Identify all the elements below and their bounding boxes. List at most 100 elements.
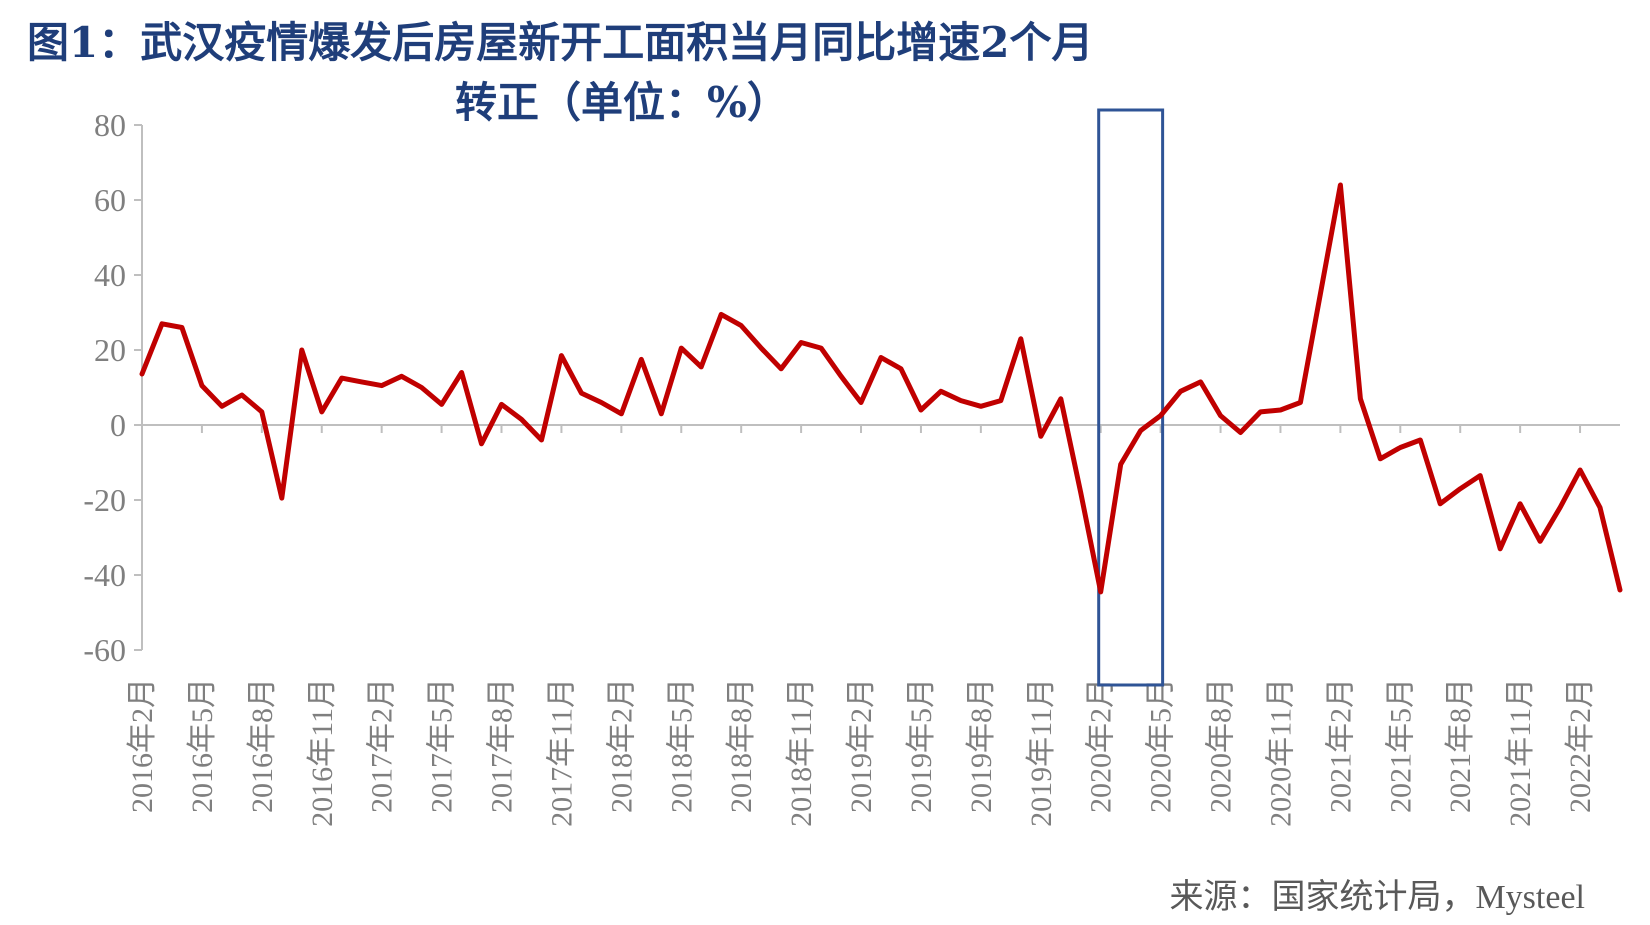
data-point (499, 402, 504, 407)
data-point (1578, 468, 1583, 472)
data-point (1458, 486, 1463, 491)
data-point (159, 321, 164, 326)
x-tick-label: 2018年2月 (605, 678, 638, 813)
data-point (419, 385, 424, 390)
x-tick-label: 2017年8月 (486, 678, 519, 813)
data-point (759, 346, 764, 351)
x-tick-label: 2016年2月 (126, 678, 159, 813)
data-point (140, 372, 144, 376)
data-point (279, 496, 284, 501)
data-point (978, 404, 983, 409)
series-group (139, 182, 1623, 595)
data-point (1418, 438, 1423, 442)
data-point (898, 366, 903, 371)
data-point (998, 398, 1003, 403)
data-point (619, 411, 624, 416)
data-point (679, 346, 684, 351)
x-tick-label: 2021年5月 (1384, 678, 1417, 813)
x-tick-label: 2020年2月 (1085, 678, 1118, 813)
data-point (1238, 430, 1243, 435)
y-tick-label: 0 (110, 407, 126, 443)
data-point (1558, 505, 1563, 510)
data-point (779, 366, 784, 371)
x-tick-label: 2016年5月 (186, 678, 219, 813)
data-point (1138, 428, 1143, 433)
data-point (319, 409, 324, 414)
data-point (519, 417, 524, 422)
data-point (739, 323, 744, 328)
data-point (1598, 505, 1603, 510)
data-point (879, 355, 883, 360)
chart-title-line2: 转正（单位：%） (455, 78, 789, 127)
y-tick-label: 40 (94, 257, 126, 293)
x-tick-label: 2021年8月 (1444, 678, 1477, 813)
data-point (1398, 445, 1403, 450)
data-point (219, 404, 224, 409)
data-point (299, 348, 304, 352)
data-point (579, 391, 584, 396)
data-point (1438, 501, 1443, 506)
data-point (1218, 413, 1223, 418)
x-tick-label: 2021年2月 (1324, 678, 1357, 813)
data-point (799, 340, 804, 345)
data-point (1538, 539, 1543, 544)
x-tick-label: 2017年11月 (545, 678, 578, 827)
source-note: 来源：国家统计局，Mysteel (1169, 878, 1585, 916)
data-point (1378, 456, 1383, 461)
x-tick-label: 2019年2月 (845, 678, 878, 813)
y-tick-label: -40 (83, 557, 126, 593)
x-tick-label: 2019年11月 (1025, 678, 1058, 827)
x-tick-label: 2017年5月 (426, 678, 459, 813)
data-point (1258, 409, 1263, 414)
data-point (1498, 546, 1503, 551)
data-point (1298, 400, 1303, 405)
data-point (1318, 291, 1323, 296)
data-point (339, 376, 344, 381)
data-point (819, 346, 824, 351)
data-point (1618, 588, 1622, 592)
x-tick-label: 2020年5月 (1145, 678, 1178, 813)
data-point (1278, 408, 1283, 412)
data-point (1118, 462, 1123, 467)
data-point (559, 353, 564, 358)
y-tick-label: 20 (94, 332, 126, 368)
data-point (1358, 396, 1363, 401)
data-point (179, 325, 184, 330)
data-point (239, 393, 244, 397)
data-point (259, 409, 264, 414)
x-tick-label: 2018年8月 (725, 678, 758, 813)
data-point (958, 398, 963, 403)
y-tick-label: -20 (83, 482, 126, 518)
data-point (439, 402, 444, 407)
data-point (719, 312, 724, 317)
data-point (1478, 473, 1483, 478)
data-point (659, 411, 664, 416)
data-point (459, 370, 464, 375)
data-point (639, 357, 644, 362)
data-point (479, 441, 484, 446)
data-point (399, 374, 404, 379)
x-tick-label: 2017年2月 (366, 678, 399, 813)
x-tick-label: 2020年8月 (1205, 678, 1238, 813)
data-point (1018, 336, 1023, 341)
data-point (1158, 413, 1163, 418)
y-tick-label: 80 (94, 107, 126, 143)
x-tick-label: 2018年5月 (665, 678, 698, 813)
data-point (839, 374, 844, 379)
highlight-box-group (1097, 108, 1165, 687)
data-point (938, 389, 943, 394)
data-point (1038, 434, 1043, 439)
data-point (539, 438, 544, 442)
data-point (699, 364, 704, 369)
x-tick-label: 2019年5月 (905, 678, 938, 813)
x-tick-label: 2022年2月 (1564, 678, 1597, 813)
x-tick-label: 2020年11月 (1264, 678, 1297, 827)
data-point (379, 383, 384, 388)
data-point (859, 400, 864, 405)
data-point (199, 383, 204, 388)
data-point (1518, 501, 1523, 506)
data-point (359, 379, 364, 384)
data-point (1198, 379, 1203, 384)
